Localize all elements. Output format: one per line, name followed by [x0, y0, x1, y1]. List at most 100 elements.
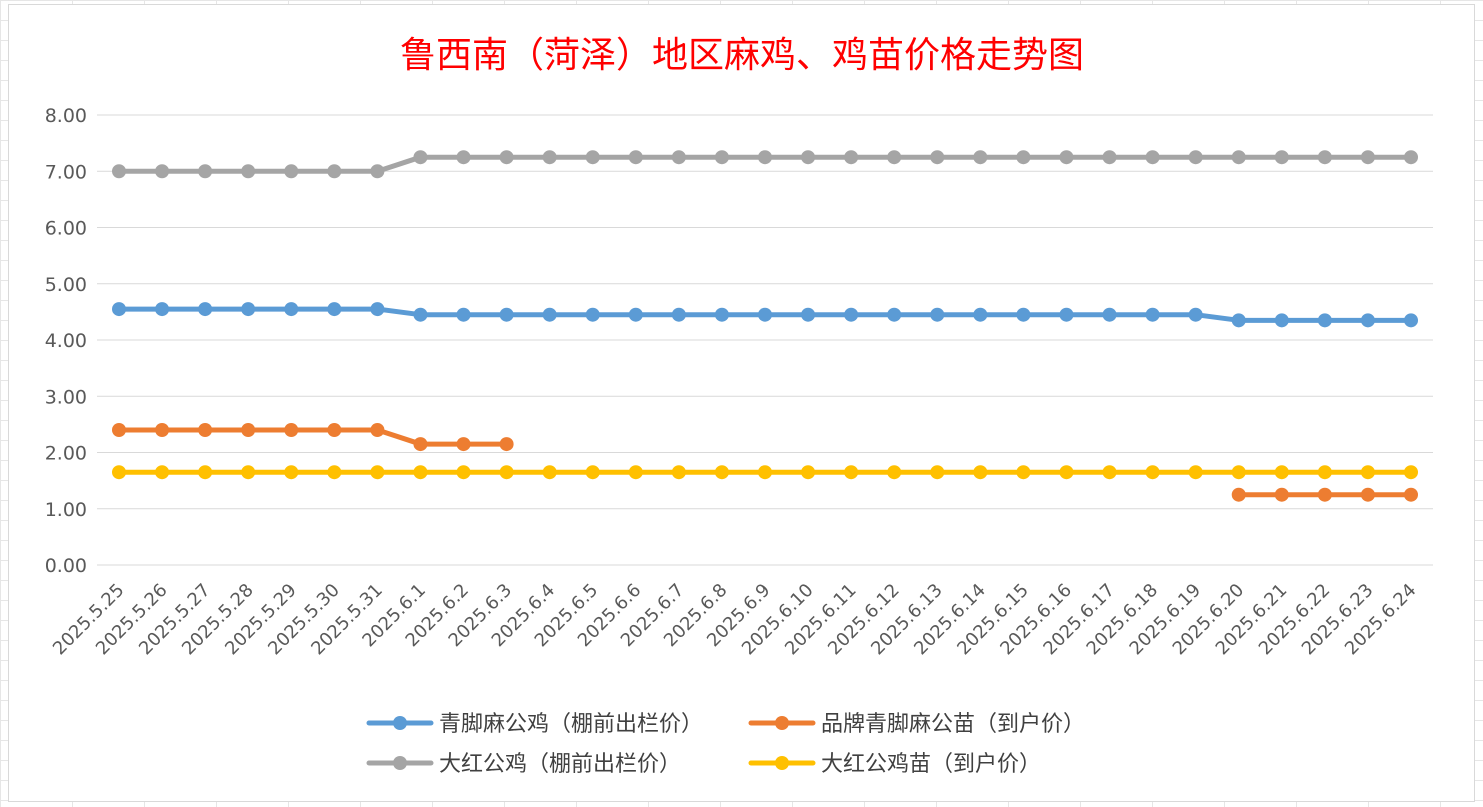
data-point[interactable]	[1317, 465, 1332, 480]
data-point[interactable]	[155, 164, 170, 179]
data-point[interactable]	[758, 465, 772, 480]
data-point[interactable]	[1059, 150, 1074, 165]
data-point[interactable]	[973, 150, 988, 165]
data-point[interactable]	[456, 150, 471, 165]
chart-area[interactable]: 鲁西南（菏泽）地区麻鸡、鸡苗价格走势图 0.00 1.00 2.00 3.00 4.00…	[8, 4, 1475, 802]
data-point[interactable]	[1188, 307, 1203, 322]
data-point[interactable]	[758, 150, 772, 165]
data-point[interactable]	[370, 164, 385, 179]
data-point[interactable]	[1231, 465, 1246, 480]
data-point[interactable]	[1404, 313, 1418, 328]
data-point[interactable]	[1016, 150, 1031, 165]
data-point[interactable]	[758, 307, 772, 322]
data-point[interactable]	[542, 150, 557, 165]
data-point[interactable]	[112, 465, 126, 480]
legend-item[interactable]: 大红公鸡（棚前出栏价）	[366, 752, 681, 777]
data-point[interactable]	[930, 465, 945, 480]
data-point[interactable]	[284, 164, 299, 179]
data-point[interactable]	[1059, 465, 1074, 480]
legend-item[interactable]: 品牌青脚麻公苗（到户价）	[748, 712, 1085, 737]
data-point[interactable]	[1404, 487, 1418, 502]
data-point[interactable]	[801, 150, 816, 165]
legend-item[interactable]: 大红公鸡苗（到户价）	[748, 752, 1041, 777]
data-point[interactable]	[1360, 313, 1375, 328]
data-point[interactable]	[499, 465, 514, 480]
data-point[interactable]	[1274, 465, 1289, 480]
data-point[interactable]	[327, 302, 342, 317]
data-point[interactable]	[801, 465, 816, 480]
data-point[interactable]	[112, 423, 126, 437]
data-point[interactable]	[413, 465, 428, 480]
data-point[interactable]	[198, 423, 213, 437]
data-point[interactable]	[284, 423, 299, 437]
data-point[interactable]	[1360, 150, 1375, 165]
data-point[interactable]	[1231, 150, 1246, 165]
data-point[interactable]	[198, 302, 213, 317]
data-point[interactable]	[499, 307, 514, 322]
data-point[interactable]	[1360, 487, 1375, 502]
data-point[interactable]	[1274, 313, 1289, 328]
data-point[interactable]	[844, 307, 859, 322]
data-point[interactable]	[155, 465, 170, 480]
data-point[interactable]	[456, 307, 471, 322]
data-point[interactable]	[844, 150, 859, 165]
data-point[interactable]	[155, 302, 170, 317]
data-point[interactable]	[1274, 487, 1289, 502]
data-point[interactable]	[714, 307, 729, 322]
data-point[interactable]	[1145, 307, 1160, 322]
data-point[interactable]	[714, 150, 729, 165]
data-point[interactable]	[1102, 307, 1117, 322]
data-point[interactable]	[413, 307, 428, 322]
data-point[interactable]	[671, 465, 686, 480]
data-point[interactable]	[671, 150, 686, 165]
data-point[interactable]	[1102, 465, 1117, 480]
data-point[interactable]	[1404, 150, 1418, 165]
data-point[interactable]	[112, 302, 126, 317]
data-point[interactable]	[1145, 465, 1160, 480]
data-point[interactable]	[930, 150, 945, 165]
data-point[interactable]	[585, 307, 600, 322]
data-point[interactable]	[1016, 307, 1031, 322]
data-point[interactable]	[327, 423, 342, 437]
data-point[interactable]	[1016, 465, 1031, 480]
data-point[interactable]	[241, 302, 256, 317]
data-point[interactable]	[887, 150, 902, 165]
data-point[interactable]	[1317, 313, 1332, 328]
data-point[interactable]	[801, 307, 816, 322]
data-point[interactable]	[628, 465, 643, 480]
data-point[interactable]	[1102, 150, 1117, 165]
legend-item[interactable]: 青脚麻公鸡（棚前出栏价）	[366, 712, 703, 737]
data-point[interactable]	[1231, 313, 1246, 328]
data-point[interactable]	[241, 164, 256, 179]
data-point[interactable]	[1059, 307, 1074, 322]
data-point[interactable]	[1317, 150, 1332, 165]
data-point[interactable]	[1188, 150, 1203, 165]
data-point[interactable]	[456, 437, 471, 452]
data-point[interactable]	[284, 465, 299, 480]
data-point[interactable]	[542, 307, 557, 322]
data-point[interactable]	[327, 465, 342, 480]
data-point[interactable]	[370, 302, 385, 317]
data-point[interactable]	[284, 302, 299, 317]
data-point[interactable]	[1360, 465, 1375, 480]
data-point[interactable]	[887, 307, 902, 322]
data-point[interactable]	[198, 465, 213, 480]
data-point[interactable]	[1145, 150, 1160, 165]
data-point[interactable]	[1188, 465, 1203, 480]
data-point[interactable]	[499, 150, 514, 165]
data-point[interactable]	[198, 164, 213, 179]
data-point[interactable]	[241, 423, 256, 437]
data-point[interactable]	[1317, 487, 1332, 502]
data-point[interactable]	[413, 150, 428, 165]
data-point[interactable]	[585, 150, 600, 165]
data-point[interactable]	[499, 437, 514, 452]
data-point[interactable]	[1404, 465, 1418, 480]
data-point[interactable]	[542, 465, 557, 480]
data-point[interactable]	[327, 164, 342, 179]
data-point[interactable]	[628, 307, 643, 322]
data-point[interactable]	[155, 423, 170, 437]
data-point[interactable]	[973, 307, 988, 322]
data-point[interactable]	[585, 465, 600, 480]
data-point[interactable]	[714, 465, 729, 480]
data-point[interactable]	[671, 307, 686, 322]
